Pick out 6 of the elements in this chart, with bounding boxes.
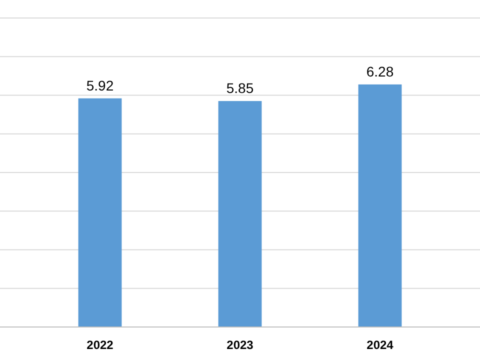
x-tick-label: 2024 — [366, 338, 394, 352]
data-label: 5.85 — [226, 80, 254, 96]
data-label: 5.92 — [86, 77, 114, 94]
x-tick-label: 2022 — [86, 338, 114, 352]
x-tick-label: 2023 — [226, 338, 254, 352]
data-label: 6.28 — [366, 63, 394, 80]
